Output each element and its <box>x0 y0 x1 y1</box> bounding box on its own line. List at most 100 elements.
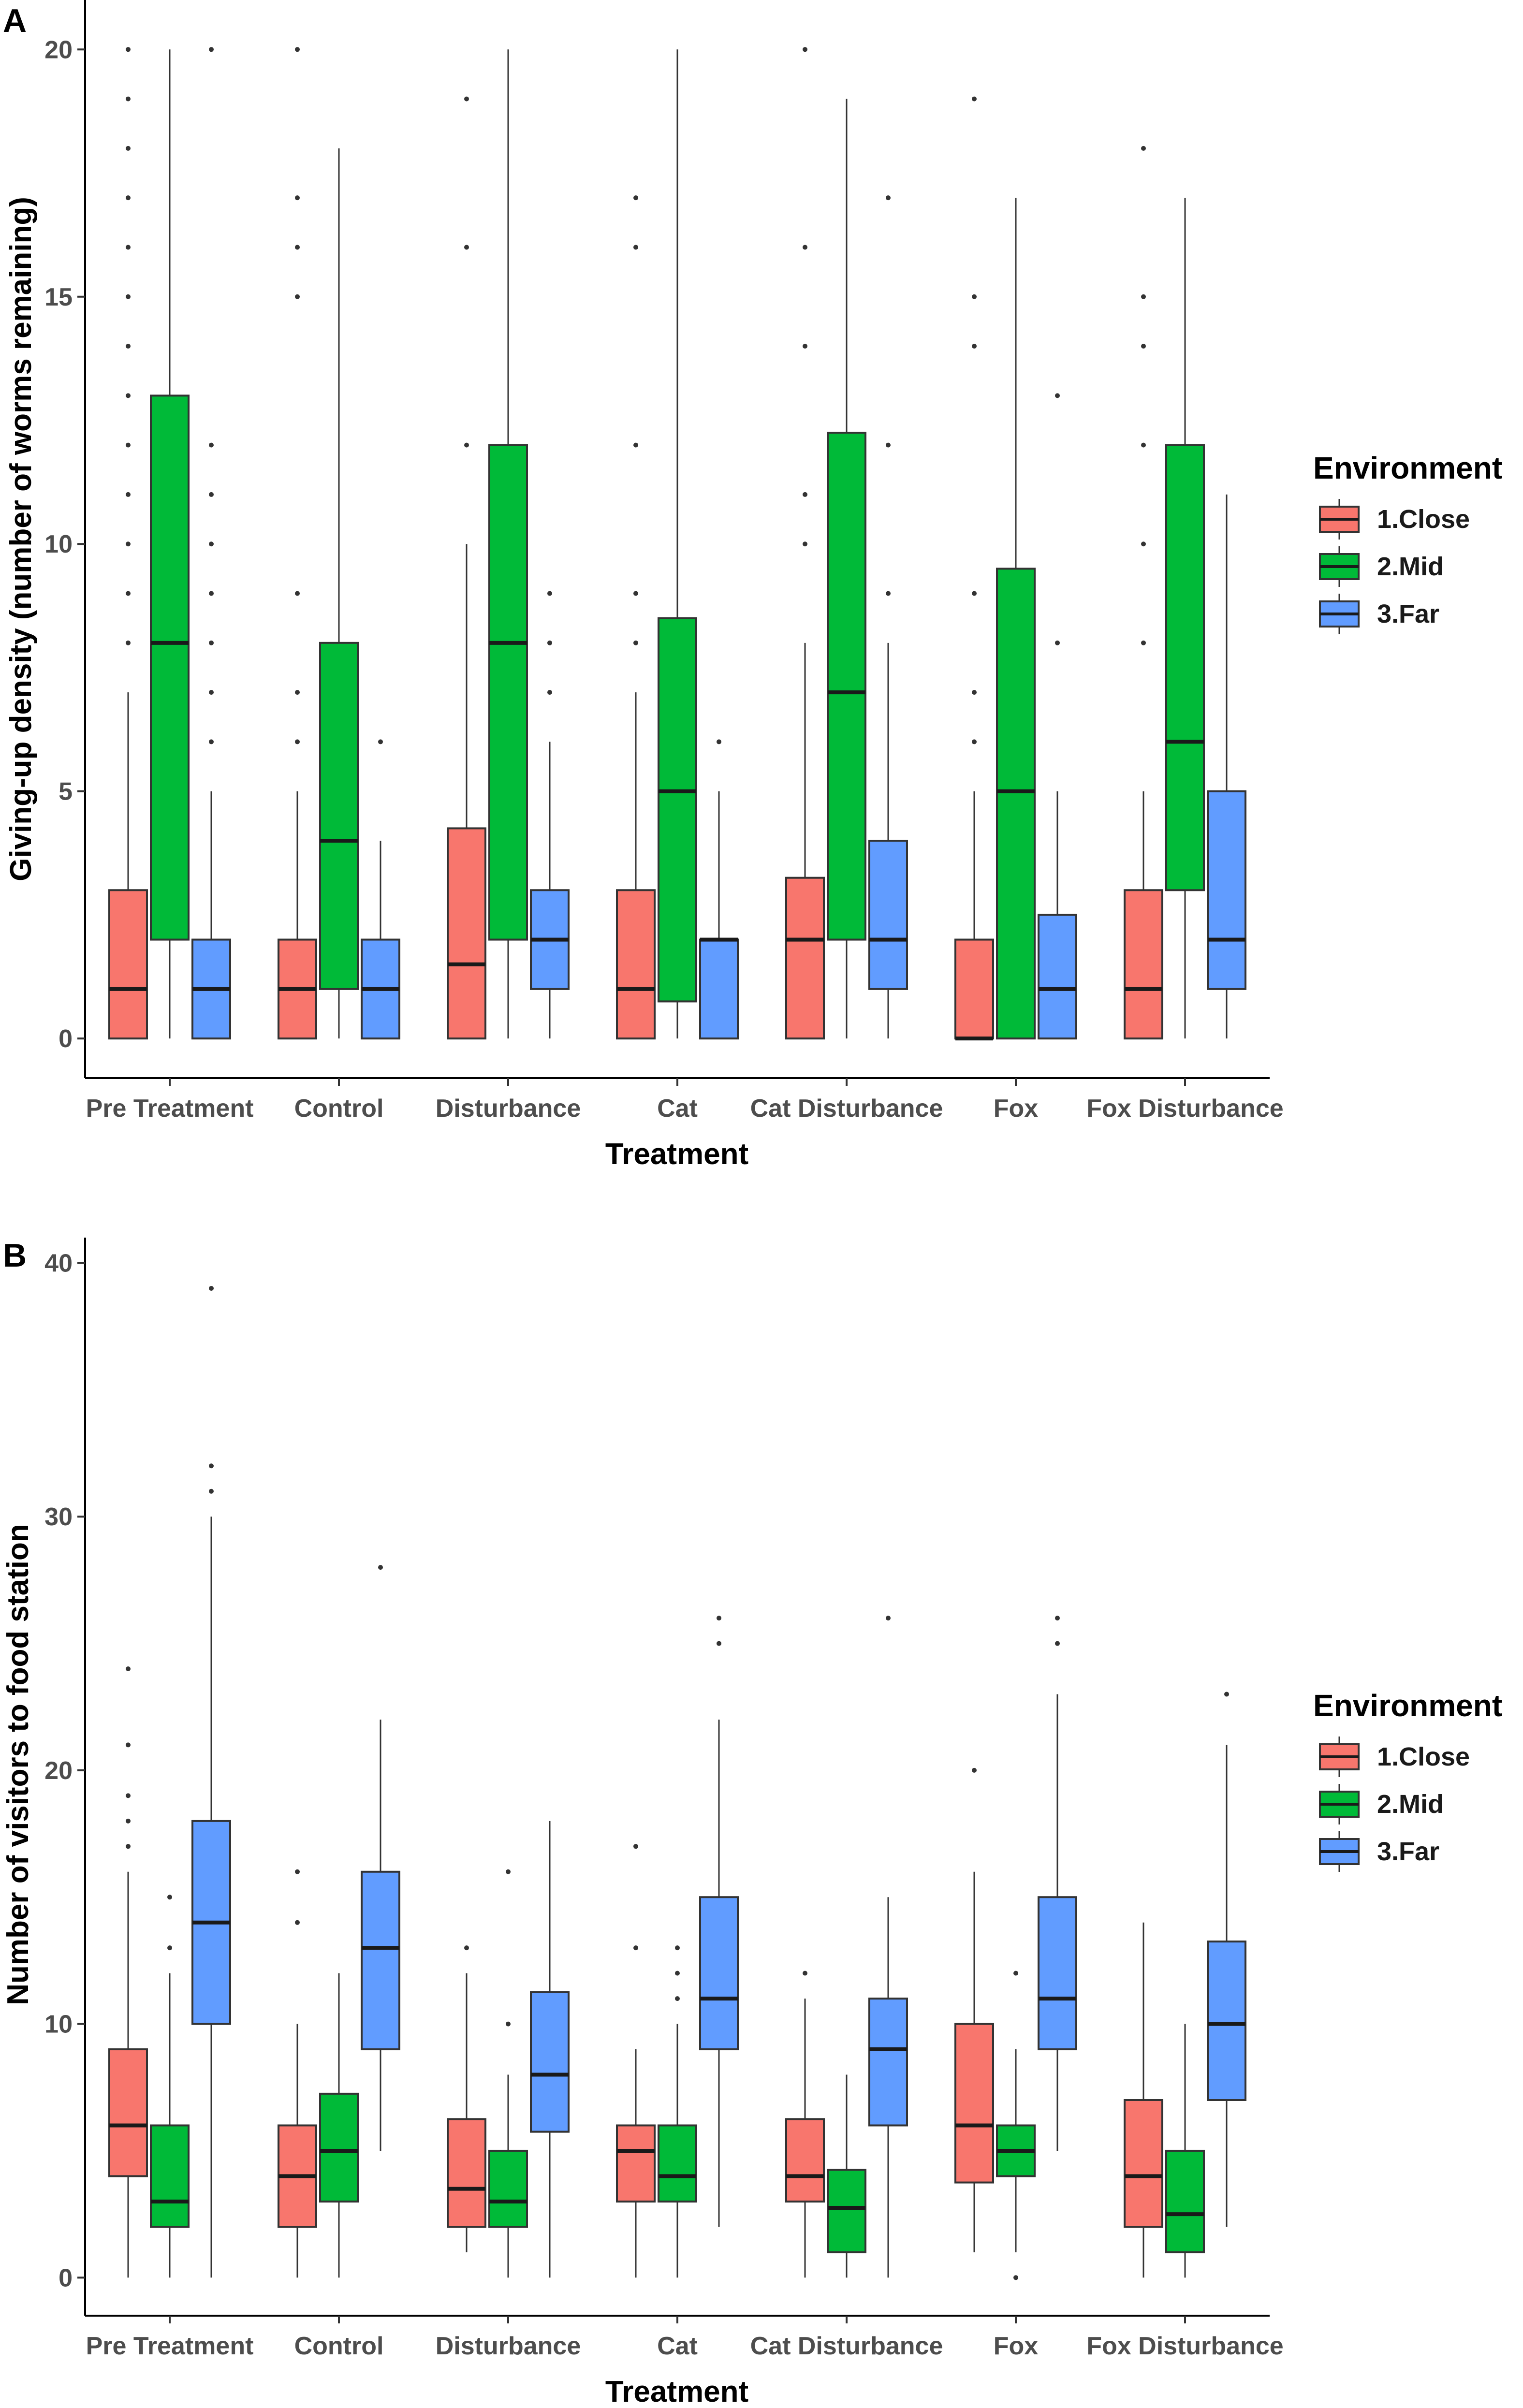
panel-b-x-tick-label-fox-disturbance: Fox Disturbance <box>1086 2332 1283 2360</box>
panel-b-box-control-1-close <box>278 1869 317 2278</box>
outlier-point <box>126 591 131 596</box>
box-iqr <box>447 2118 486 2228</box>
outlier-point <box>1141 442 1146 448</box>
outlier-point <box>717 739 721 744</box>
box-iqr <box>361 1870 400 2051</box>
outlier-point <box>633 442 638 448</box>
outlier-point <box>295 47 300 52</box>
outlier-point <box>126 195 131 201</box>
outlier-point <box>1013 1970 1018 1976</box>
panel-a-box-fox-3-far <box>1038 393 1077 1040</box>
outlier-point <box>464 442 469 448</box>
box-iqr <box>108 889 148 1040</box>
panel-b-box-disturbance-2-mid <box>488 1869 528 2278</box>
panel-b-box-cat-disturbance-2-mid <box>827 2074 866 2278</box>
outlier-point <box>886 195 891 201</box>
outlier-point <box>126 245 131 250</box>
outlier-point <box>1055 1616 1060 1621</box>
outlier-point <box>209 739 214 744</box>
panel-a-box-disturbance-1-close <box>447 96 486 1040</box>
box-iqr <box>616 2124 656 2203</box>
outlier-point <box>972 690 977 695</box>
panel-b-legend-item-3-far: 3.Far <box>1319 1831 1439 1872</box>
panel-a-y-tick-label: 5 <box>59 778 73 806</box>
panel-a-box-pre-treatment-3-far <box>191 47 231 1040</box>
panel-a-x-tick-label-control: Control <box>294 1095 384 1123</box>
panel-a-x-tick-label-disturbance: Disturbance <box>436 1095 581 1123</box>
box-iqr <box>488 444 528 941</box>
panel-a-x-tick-label-pre-treatment: Pre Treatment <box>86 1095 254 1123</box>
box-iqr <box>319 2092 359 2203</box>
outlier-point <box>1141 146 1146 151</box>
box-iqr <box>1038 914 1077 1040</box>
panel-b-box-cat-3-far <box>699 1616 739 2227</box>
panel-a-legend-title: Environment <box>1313 451 1502 485</box>
panel-a-x-tick-label-cat: Cat <box>657 1095 698 1123</box>
panel-b-x-tick-label-pre-treatment: Pre Treatment <box>86 2332 254 2360</box>
outlier-point <box>209 690 214 695</box>
legend-key-label: 2.Mid <box>1377 1790 1444 1819</box>
panel-b-box-pre-treatment-2-mid <box>150 1895 190 2278</box>
outlier-point <box>547 591 552 596</box>
box-iqr <box>530 1991 570 2133</box>
outlier-point <box>209 1489 214 1494</box>
outlier-point <box>972 739 977 744</box>
panel-b-box-fox-disturbance-1-close <box>1124 1922 1163 2278</box>
outlier-point <box>1055 640 1060 645</box>
box-iqr <box>150 2124 190 2228</box>
panel-b-x-tick-label-cat: Cat <box>657 2332 698 2360</box>
panel-b-legend-item-2-mid: 2.Mid <box>1319 1784 1444 1824</box>
panel-b-box-cat-1-close <box>616 1844 656 2278</box>
outlier-point <box>209 492 214 497</box>
outlier-point <box>1141 344 1146 349</box>
panel-b-x-tick-label-disturbance: Disturbance <box>436 2332 581 2360</box>
outlier-point <box>1013 2275 1018 2280</box>
panel-a-box-disturbance-2-mid <box>488 49 528 1039</box>
box-iqr <box>785 2118 825 2203</box>
outlier-point <box>209 1285 214 1291</box>
panel-a-box-cat-2-mid <box>658 49 697 1039</box>
box-iqr <box>658 2124 697 2203</box>
panel-b-box-cat-2-mid <box>658 1945 697 2278</box>
panel-a-box-cat-1-close <box>616 195 656 1040</box>
box-iqr <box>827 2169 866 2253</box>
panel-a-box-fox-disturbance-1-close <box>1124 146 1163 1040</box>
outlier-point <box>675 1996 680 2001</box>
panel-b-box-control-3-far <box>361 1565 400 2151</box>
outlier-point <box>126 344 131 349</box>
outlier-point <box>1141 294 1146 299</box>
panel-a-box-cat-disturbance-2-mid <box>827 99 866 1039</box>
legend-key-label: 3.Far <box>1377 599 1439 628</box>
legend-key-label: 2.Mid <box>1377 552 1444 581</box>
box-iqr <box>699 938 739 1040</box>
panel-b-plot: 0 10 20 30 40 Pre Treatment Control Disturbance… <box>44 1238 1284 2360</box>
panel-b-legend: Environment 1.Close 2.Mid 3.Far <box>1313 1688 1502 1872</box>
panel-a-box-control-3-far <box>361 739 400 1040</box>
outlier-point <box>378 1565 383 1570</box>
panel-b-box-fox-disturbance-3-far <box>1207 1692 1246 2227</box>
panel-a-y-tick-label: 10 <box>44 530 73 558</box>
outlier-point <box>209 640 214 645</box>
outlier-point <box>126 1666 131 1671</box>
outlier-point <box>295 294 300 299</box>
panel-a-box-cat-disturbance-1-close <box>785 47 825 1040</box>
outlier-point <box>126 442 131 448</box>
outlier-point <box>633 245 638 250</box>
box-iqr <box>699 1896 739 2051</box>
outlier-point <box>717 1616 721 1621</box>
outlier-point <box>1055 1641 1060 1646</box>
panel-b-y-tick-label: 30 <box>44 1503 73 1531</box>
panel-b-box-fox-disturbance-2-mid <box>1165 2024 1205 2278</box>
outlier-point <box>1055 393 1060 398</box>
outlier-point <box>675 1945 680 1951</box>
outlier-point <box>464 245 469 250</box>
outlier-point <box>295 245 300 250</box>
panel-a-x-tick-label-fox-disturbance: Fox Disturbance <box>1086 1095 1283 1123</box>
outlier-point <box>295 1920 300 1925</box>
panel-a-box-pre-treatment-1-close <box>108 47 148 1040</box>
outlier-point <box>803 541 807 547</box>
panel-a-box-control-1-close <box>278 47 317 1040</box>
outlier-point <box>972 1767 977 1773</box>
outlier-point <box>1141 541 1146 547</box>
panel-b-box-pre-treatment-3-far <box>191 1285 231 2278</box>
